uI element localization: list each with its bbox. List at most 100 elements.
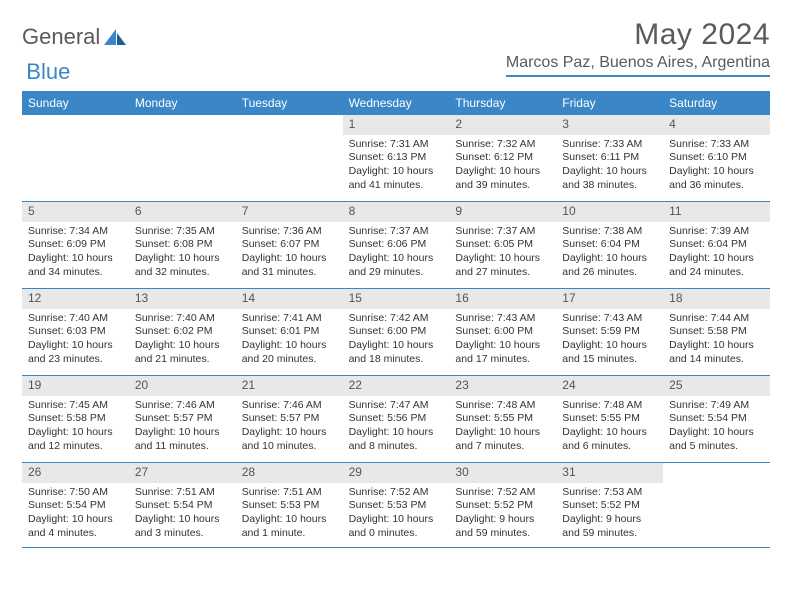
daylight-text: Daylight: 10 hours and 4 minutes. (28, 513, 123, 540)
sunrise-text: Sunrise: 7:46 AM (242, 399, 337, 413)
daylight-text: Daylight: 10 hours and 32 minutes. (135, 252, 230, 279)
day-cell: 28Sunrise: 7:51 AMSunset: 5:53 PMDayligh… (236, 463, 343, 547)
week-row: 1Sunrise: 7:31 AMSunset: 6:13 PMDaylight… (22, 115, 770, 202)
sunset-text: Sunset: 5:58 PM (28, 412, 123, 426)
day-number: 18 (663, 289, 770, 309)
sunrise-text: Sunrise: 7:53 AM (562, 486, 657, 500)
day-cell: 26Sunrise: 7:50 AMSunset: 5:54 PMDayligh… (22, 463, 129, 547)
sunset-text: Sunset: 5:56 PM (349, 412, 444, 426)
daylight-text: Daylight: 10 hours and 12 minutes. (28, 426, 123, 453)
sunset-text: Sunset: 6:11 PM (562, 151, 657, 165)
daylight-text: Daylight: 10 hours and 7 minutes. (455, 426, 550, 453)
day-cell: 20Sunrise: 7:46 AMSunset: 5:57 PMDayligh… (129, 376, 236, 462)
daylight-text: Daylight: 10 hours and 34 minutes. (28, 252, 123, 279)
sunset-text: Sunset: 6:01 PM (242, 325, 337, 339)
day-cell: 25Sunrise: 7:49 AMSunset: 5:54 PMDayligh… (663, 376, 770, 462)
day-cell: 30Sunrise: 7:52 AMSunset: 5:52 PMDayligh… (449, 463, 556, 547)
daylight-text: Daylight: 10 hours and 21 minutes. (135, 339, 230, 366)
day-number: 31 (556, 463, 663, 483)
sunrise-text: Sunrise: 7:44 AM (669, 312, 764, 326)
day-number: 26 (22, 463, 129, 483)
sunrise-text: Sunrise: 7:40 AM (135, 312, 230, 326)
sunset-text: Sunset: 5:57 PM (135, 412, 230, 426)
sunset-text: Sunset: 6:07 PM (242, 238, 337, 252)
day-number: 29 (343, 463, 450, 483)
day-cell (236, 115, 343, 201)
day-number: 25 (663, 376, 770, 396)
day-number: 4 (663, 115, 770, 135)
sunrise-text: Sunrise: 7:48 AM (455, 399, 550, 413)
daylight-text: Daylight: 10 hours and 29 minutes. (349, 252, 444, 279)
day-cell: 23Sunrise: 7:48 AMSunset: 5:55 PMDayligh… (449, 376, 556, 462)
week-row: 26Sunrise: 7:50 AMSunset: 5:54 PMDayligh… (22, 463, 770, 548)
daylight-text: Daylight: 10 hours and 0 minutes. (349, 513, 444, 540)
weekday-sat: Saturday (663, 91, 770, 115)
sunrise-text: Sunrise: 7:43 AM (455, 312, 550, 326)
sunset-text: Sunset: 5:53 PM (349, 499, 444, 513)
day-number: 27 (129, 463, 236, 483)
weekday-thu: Thursday (449, 91, 556, 115)
day-cell: 2Sunrise: 7:32 AMSunset: 6:12 PMDaylight… (449, 115, 556, 201)
daylight-text: Daylight: 10 hours and 8 minutes. (349, 426, 444, 453)
sunset-text: Sunset: 6:09 PM (28, 238, 123, 252)
daylight-text: Daylight: 10 hours and 3 minutes. (135, 513, 230, 540)
day-cell: 10Sunrise: 7:38 AMSunset: 6:04 PMDayligh… (556, 202, 663, 288)
sail-icon (102, 27, 128, 47)
sunset-text: Sunset: 5:54 PM (135, 499, 230, 513)
calendar-body: 1Sunrise: 7:31 AMSunset: 6:13 PMDaylight… (22, 115, 770, 548)
title-block: May 2024 Marcos Paz, Buenos Aires, Argen… (506, 18, 770, 77)
day-number: 7 (236, 202, 343, 222)
sunset-text: Sunset: 6:03 PM (28, 325, 123, 339)
day-cell: 6 Sunrise: 7:35 AMSunset: 6:08 PMDaylight… (129, 202, 236, 288)
daylight-text: Daylight: 10 hours and 10 minutes. (242, 426, 337, 453)
day-number: 5 (22, 202, 129, 222)
daylight-text: Daylight: 10 hours and 31 minutes. (242, 252, 337, 279)
day-number: 19 (22, 376, 129, 396)
location-text: Marcos Paz, Buenos Aires, Argentina (506, 54, 770, 77)
daylight-text: Daylight: 10 hours and 41 minutes. (349, 165, 444, 192)
day-cell: 7 Sunrise: 7:36 AMSunset: 6:07 PMDaylight… (236, 202, 343, 288)
daylight-text: Daylight: 10 hours and 6 minutes. (562, 426, 657, 453)
sunrise-text: Sunrise: 7:35 AM (135, 225, 230, 239)
day-cell: 14Sunrise: 7:41 AMSunset: 6:01 PMDayligh… (236, 289, 343, 375)
day-cell: 22Sunrise: 7:47 AMSunset: 5:56 PMDayligh… (343, 376, 450, 462)
week-row: 12 Sunrise: 7:40 AM Sunset: 6:03 PM Dayligh… (22, 289, 770, 376)
day-number: 9 (449, 202, 556, 222)
day-cell: 3Sunrise: 7:33 AMSunset: 6:11 PMDaylight… (556, 115, 663, 201)
sunset-text: Sunset: 6:06 PM (349, 238, 444, 252)
day-number: 14 (236, 289, 343, 309)
day-number: 6 (129, 202, 236, 222)
sunset-text: Sunset: 6:12 PM (455, 151, 550, 165)
sunrise-text: Sunrise: 7:50 AM (28, 486, 123, 500)
sunset-text: Sunset: 6:08 PM (135, 238, 230, 252)
sunset-text: Sunset: 6:10 PM (669, 151, 764, 165)
daylight-text: Daylight: 10 hours and 11 minutes. (135, 426, 230, 453)
month-title: May 2024 (506, 18, 770, 52)
sunrise-text: Sunrise: 7:46 AM (135, 399, 230, 413)
sunrise-text: Sunrise: 7:48 AM (562, 399, 657, 413)
day-cell (129, 115, 236, 201)
weekday-sun: Sunday (22, 91, 129, 115)
sunrise-text: Sunrise: 7:42 AM (349, 312, 444, 326)
sunset-text: Sunset: 6:00 PM (455, 325, 550, 339)
week-row: 5Sunrise: 7:34 AMSunset: 6:09 PMDaylight… (22, 202, 770, 289)
sunrise-text: Sunrise: 7:37 AM (349, 225, 444, 239)
week-row: 19Sunrise: 7:45 AMSunset: 5:58 PMDayligh… (22, 376, 770, 463)
day-cell: 9Sunrise: 7:37 AMSunset: 6:05 PMDaylight… (449, 202, 556, 288)
sunset-text: Sunset: 5:52 PM (562, 499, 657, 513)
daylight-text: Daylight: 10 hours and 36 minutes. (669, 165, 764, 192)
daylight-text: Daylight: 10 hours and 39 minutes. (455, 165, 550, 192)
sunrise-text: Sunrise: 7:36 AM (242, 225, 337, 239)
brand-part2: Blue (26, 59, 70, 85)
sunrise-text: Sunrise: 7:52 AM (349, 486, 444, 500)
brand-logo: General (22, 24, 128, 50)
day-cell: 17Sunrise: 7:43 AMSunset: 5:59 PMDayligh… (556, 289, 663, 375)
sunrise-text: Sunrise: 7:34 AM (28, 225, 123, 239)
daylight-text: Daylight: 9 hours and 59 minutes. (562, 513, 657, 540)
day-number: 30 (449, 463, 556, 483)
sunset-text: Sunset: 5:53 PM (242, 499, 337, 513)
sunrise-text: Sunrise: 7:31 AM (349, 138, 444, 152)
day-number: 12 (22, 289, 129, 309)
sunrise-text: Sunrise: 7:32 AM (455, 138, 550, 152)
day-cell: 27Sunrise: 7:51 AMSunset: 5:54 PMDayligh… (129, 463, 236, 547)
